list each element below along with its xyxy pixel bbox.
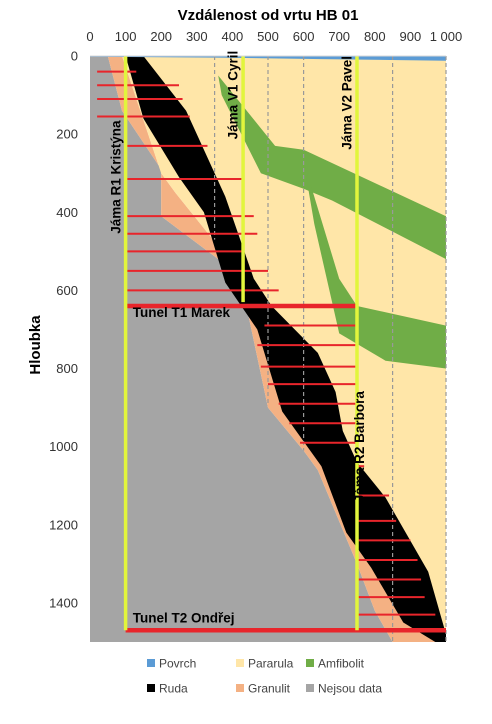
legend-swatch-pararula (236, 659, 244, 667)
x-tick-label-10: 1 000 (430, 29, 463, 44)
area-amfibolit-4 (218, 75, 446, 260)
x-tick-label-3: 300 (186, 29, 208, 44)
legend-label-ruda: Ruda (159, 682, 188, 696)
legend-swatch-granulit (236, 684, 244, 692)
shaft-label-jama-r2-barbora: Jáma R2 Barbora (352, 391, 367, 503)
legend-swatch-povrch (147, 659, 155, 667)
shaft-label-jama-r1-kristyna: Jáma R1 Kristýna (108, 120, 123, 234)
shaft-label-jama-v1-cyril: Jáma V1 Cyril (226, 51, 241, 140)
x-tick-label-6: 600 (293, 29, 315, 44)
legend-swatch-ruda (147, 684, 155, 692)
chart-legend: Povrch Pararula Amfibolit Ruda Granulit Nejso… (147, 657, 382, 696)
y-tick-label-1: 200 (56, 127, 78, 142)
y-tick-label-7: 1400 (49, 595, 78, 610)
y-tick-label-3: 600 (56, 283, 78, 298)
legend-label-pararula: Pararula (248, 657, 294, 671)
x-tick-label-2: 200 (150, 29, 172, 44)
area-amfibolit-5 (303, 161, 446, 369)
x-tick-label-8: 800 (364, 29, 386, 44)
legend-label-granulit: Granulit (248, 682, 291, 696)
chart-title: Vzdálenost od vrtu HB 01 (178, 7, 359, 24)
legend-label-amfibolit: Amfibolit (318, 657, 365, 671)
x-axis-tick-labels: 0 100 200 300 400 500 600 700 800 900 1 000 (86, 29, 462, 44)
x-tick-label-0: 0 (86, 29, 93, 44)
legend-label-nejsou-data: Nejsou data (318, 682, 382, 696)
x-tick-label-5: 500 (257, 29, 279, 44)
y-tick-label-2: 400 (56, 205, 78, 220)
tunnel-label-tunel-t1-marek: Tunel T1 Marek (133, 305, 231, 320)
legend-swatch-amfibolit (306, 659, 314, 667)
y-tick-label-6: 1200 (49, 517, 78, 532)
area-nejsou-data-0 (90, 56, 393, 642)
x-tick-label-4: 400 (222, 29, 244, 44)
shaft-label-jama-v2-pavel: Jáma V2 Pavel (340, 56, 355, 150)
y-tick-label-4: 800 (56, 361, 78, 376)
tunnel-label-tunel-t2-ondrej: Tunel T2 Ondřej (133, 610, 235, 625)
x-tick-label-7: 700 (328, 29, 350, 44)
y-axis-label: Hloubka (27, 315, 44, 375)
legend-label-povrch: Povrch (159, 657, 196, 671)
x-tick-label-1: 100 (115, 29, 137, 44)
x-tick-label-9: 900 (400, 29, 422, 44)
y-tick-label-0: 0 (71, 49, 78, 64)
y-tick-label-5: 1000 (49, 439, 78, 454)
plot-area: Jáma R1 Kristýna Jáma V1 Cyril Jáma V2 Pav… (90, 51, 447, 642)
y-axis-tick-labels: 0 200 400 600 800 1000 1200 1400 (49, 49, 78, 611)
legend-swatch-nejsou-data (306, 684, 314, 692)
